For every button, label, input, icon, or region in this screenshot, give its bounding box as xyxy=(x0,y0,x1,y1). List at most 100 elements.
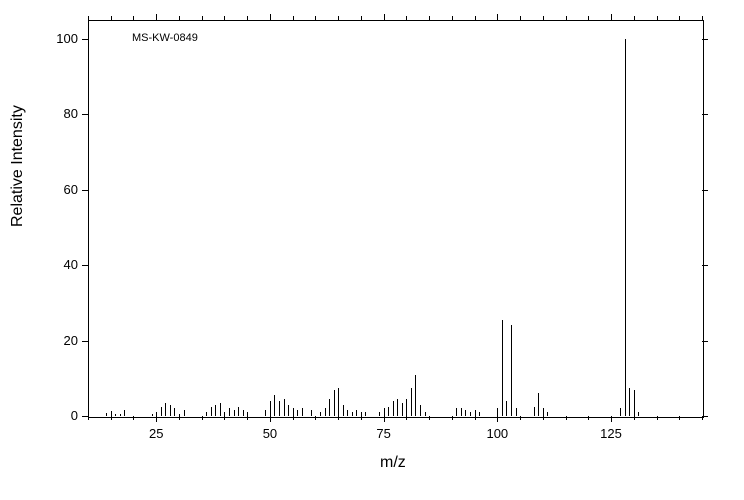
spectrum-peak xyxy=(284,399,285,416)
spectrum-peak xyxy=(124,410,125,416)
spectrum-peak xyxy=(456,408,457,416)
x-minor-tick xyxy=(88,16,89,20)
y-tick-label: 20 xyxy=(48,333,78,348)
spectrum-peak xyxy=(152,414,153,416)
spectrum-peak xyxy=(638,412,639,416)
y-tick xyxy=(702,265,708,266)
x-tick-label: 100 xyxy=(482,426,512,441)
spectrum-peak xyxy=(415,375,416,416)
spectrum-peak xyxy=(211,407,212,416)
spectrum-peak xyxy=(352,412,353,416)
spectrum-peak xyxy=(365,412,366,416)
spectrum-peak xyxy=(229,408,230,416)
spectrum-peak xyxy=(184,410,185,416)
x-minor-tick xyxy=(702,416,703,420)
x-tick xyxy=(611,416,612,422)
y-tick-label: 60 xyxy=(48,182,78,197)
x-minor-tick xyxy=(452,416,453,420)
x-tick-label: 75 xyxy=(369,426,399,441)
y-tick xyxy=(702,190,708,191)
spectrum-peak xyxy=(334,390,335,416)
spectrum-peak xyxy=(425,412,426,416)
x-minor-tick xyxy=(88,416,89,420)
y-tick xyxy=(702,114,708,115)
spectrum-peak xyxy=(343,405,344,416)
spectrum-peak xyxy=(274,395,275,416)
x-tick xyxy=(156,416,157,422)
spectrum-peak xyxy=(461,408,462,416)
spectrum-peak xyxy=(170,405,171,416)
spectrum-peak xyxy=(511,325,512,416)
x-minor-tick xyxy=(702,16,703,20)
plot-area xyxy=(88,20,704,418)
spectrum-peak xyxy=(238,407,239,416)
spectrum-peak xyxy=(156,412,157,416)
spectrum-peak xyxy=(115,414,116,416)
x-minor-tick xyxy=(293,16,294,20)
chart-annotation: MS-KW-0849 xyxy=(132,32,198,44)
x-minor-tick xyxy=(657,16,658,20)
y-tick xyxy=(702,341,708,342)
spectrum-peak xyxy=(215,405,216,416)
y-tick-label: 100 xyxy=(48,31,78,46)
spectrum-peak xyxy=(234,410,235,416)
spectrum-peak xyxy=(502,320,503,416)
x-tick xyxy=(497,416,498,422)
x-minor-tick xyxy=(475,16,476,20)
spectrum-peak xyxy=(106,413,107,416)
x-minor-tick xyxy=(111,16,112,20)
x-minor-tick xyxy=(634,416,635,420)
y-tick xyxy=(702,39,708,40)
x-minor-tick xyxy=(475,416,476,420)
spectrum-peak xyxy=(634,390,635,416)
x-minor-tick xyxy=(338,16,339,20)
spectrum-peak xyxy=(311,410,312,416)
spectrum-peak xyxy=(270,401,271,416)
x-minor-tick xyxy=(679,416,680,420)
x-minor-tick xyxy=(679,16,680,20)
spectrum-peak xyxy=(206,412,207,416)
x-minor-tick xyxy=(520,16,521,20)
y-tick-label: 80 xyxy=(48,106,78,121)
x-minor-tick xyxy=(361,416,362,420)
x-tick-label: 50 xyxy=(255,426,285,441)
spectrum-peak xyxy=(397,399,398,416)
spectrum-peak xyxy=(402,403,403,416)
x-tick xyxy=(384,416,385,422)
spectrum-peak xyxy=(393,401,394,416)
x-minor-tick xyxy=(452,16,453,20)
x-minor-tick xyxy=(133,416,134,420)
spectrum-peak xyxy=(411,388,412,416)
spectrum-peak xyxy=(279,401,280,416)
spectrum-peak xyxy=(224,412,225,416)
spectrum-peak xyxy=(497,408,498,416)
x-minor-tick xyxy=(133,16,134,20)
spectrum-peak xyxy=(479,412,480,416)
spectrum-peak xyxy=(388,407,389,416)
spectrum-peak xyxy=(297,410,298,416)
spectrum-peak xyxy=(293,408,294,416)
x-minor-tick xyxy=(588,16,589,20)
spectrum-peak xyxy=(470,412,471,416)
x-minor-tick xyxy=(657,416,658,420)
spectrum-peak xyxy=(265,410,266,416)
spectrum-peak xyxy=(625,39,626,416)
x-tick xyxy=(611,14,612,20)
y-tick xyxy=(82,190,88,191)
spectrum-peak xyxy=(534,407,535,416)
x-tick-label: 25 xyxy=(141,426,171,441)
x-minor-tick xyxy=(406,416,407,420)
x-minor-tick xyxy=(315,416,316,420)
x-minor-tick xyxy=(543,16,544,20)
y-tick xyxy=(82,341,88,342)
x-minor-tick xyxy=(338,416,339,420)
x-tick xyxy=(497,14,498,20)
spectrum-peak xyxy=(361,412,362,416)
y-tick xyxy=(82,39,88,40)
spectrum-peak xyxy=(384,408,385,416)
x-minor-tick xyxy=(588,416,589,420)
spectrum-peak xyxy=(356,410,357,416)
spectrum-peak xyxy=(220,403,221,416)
spectrum-peak xyxy=(543,408,544,416)
x-minor-tick xyxy=(566,16,567,20)
